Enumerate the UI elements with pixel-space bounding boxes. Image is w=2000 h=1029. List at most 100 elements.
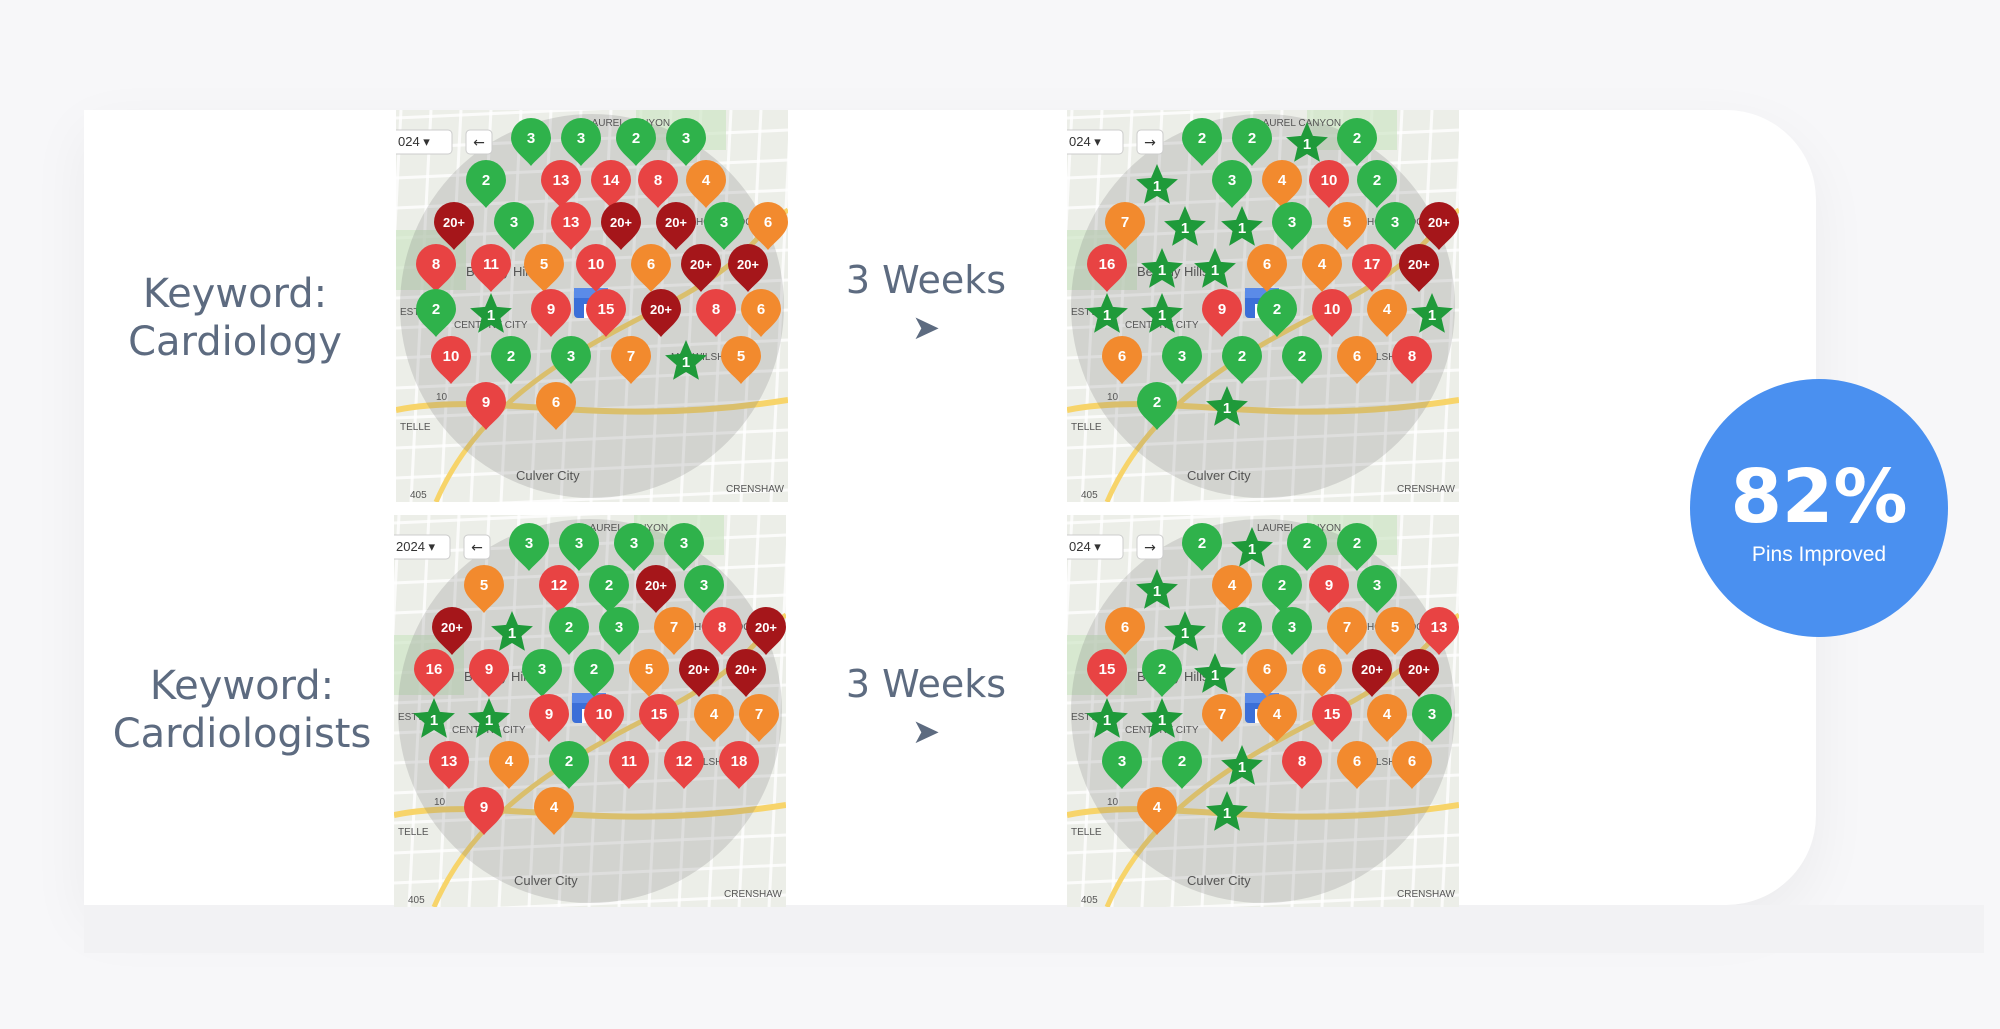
rank-pin[interactable]: 3 xyxy=(522,649,562,697)
rank-pin[interactable]: 9 xyxy=(466,382,506,430)
star-pin[interactable]: 1 xyxy=(1411,293,1453,333)
rank-pin[interactable]: 6 xyxy=(1337,741,1377,789)
star-pin[interactable]: 1 xyxy=(468,698,510,738)
rank-pin[interactable]: 3 xyxy=(559,523,599,571)
rank-pin[interactable]: 9 xyxy=(464,787,504,835)
rank-pin[interactable]: 3 xyxy=(1412,694,1452,742)
star-pin[interactable]: 1 xyxy=(1086,698,1128,738)
date-dropdown[interactable]: 024 ▾ xyxy=(396,129,453,155)
rank-pin[interactable]: 20+ xyxy=(641,289,681,337)
rank-pin[interactable]: 2 xyxy=(589,565,629,613)
rank-pin[interactable]: 6 xyxy=(1247,649,1287,697)
date-dropdown[interactable]: 024 ▾ xyxy=(1067,534,1124,560)
rank-pin[interactable]: 6 xyxy=(536,382,576,430)
star-pin[interactable]: 1 xyxy=(1164,611,1206,651)
rank-pin[interactable]: 20+ xyxy=(1352,649,1392,697)
rank-pin[interactable]: 2 xyxy=(574,649,614,697)
map-before-cardiologists[interactable]: LAUREL CANYONHOLLYWOODBeverly HillsCENTU… xyxy=(394,515,786,907)
rank-pin[interactable]: 7 xyxy=(1202,694,1242,742)
map-before-cardiology[interactable]: LAUREL CANYONHOLLYWOODBeverly HillsCENTU… xyxy=(396,110,788,502)
rank-pin[interactable]: 4 xyxy=(1137,787,1177,835)
rank-pin[interactable]: 9 xyxy=(531,289,571,337)
rank-pin[interactable]: 8 xyxy=(1282,741,1322,789)
rank-pin[interactable]: 9 xyxy=(1202,289,1242,337)
nav-arrow-button[interactable]: → xyxy=(1136,129,1164,155)
rank-pin[interactable]: 7 xyxy=(739,694,779,742)
rank-pin[interactable]: 2 xyxy=(466,160,506,208)
rank-pin[interactable]: 6 xyxy=(1105,607,1145,655)
rank-pin[interactable]: 6 xyxy=(1392,741,1432,789)
rank-pin[interactable]: 3 xyxy=(666,118,706,166)
rank-pin[interactable]: 7 xyxy=(611,336,651,384)
rank-pin[interactable]: 10 xyxy=(1309,160,1349,208)
rank-pin[interactable]: 2 xyxy=(549,607,589,655)
rank-pin[interactable]: 3 xyxy=(561,118,601,166)
rank-pin[interactable]: 20+ xyxy=(636,565,676,613)
rank-pin[interactable]: 3 xyxy=(684,565,724,613)
rank-pin[interactable]: 16 xyxy=(1087,244,1127,292)
rank-pin[interactable]: 7 xyxy=(1327,607,1367,655)
rank-pin[interactable]: 12 xyxy=(664,741,704,789)
rank-pin[interactable]: 2 xyxy=(1287,523,1327,571)
rank-pin[interactable]: 2 xyxy=(1182,118,1222,166)
rank-pin[interactable]: 15 xyxy=(586,289,626,337)
star-pin[interactable]: 1 xyxy=(665,340,707,380)
rank-pin[interactable]: 2 xyxy=(1337,118,1377,166)
rank-pin[interactable]: 17 xyxy=(1352,244,1392,292)
rank-pin[interactable]: 2 xyxy=(1282,336,1322,384)
map-after-cardiology[interactable]: LAUREL CANYONHOLLYWOODBeverly HillsCENTU… xyxy=(1067,110,1459,502)
rank-pin[interactable]: 7 xyxy=(1105,202,1145,250)
rank-pin[interactable]: 2 xyxy=(616,118,656,166)
rank-pin[interactable]: 20+ xyxy=(656,202,696,250)
star-pin[interactable]: 1 xyxy=(1141,293,1183,333)
rank-pin[interactable]: 2 xyxy=(1357,160,1397,208)
star-pin[interactable]: 1 xyxy=(1221,745,1263,785)
rank-pin[interactable]: 3 xyxy=(551,336,591,384)
rank-pin[interactable]: 13 xyxy=(1419,607,1459,655)
rank-pin[interactable]: 8 xyxy=(1392,336,1432,384)
star-pin[interactable]: 1 xyxy=(413,698,455,738)
star-pin[interactable]: 1 xyxy=(1231,527,1273,567)
date-dropdown[interactable]: 2024 ▾ xyxy=(394,534,451,560)
rank-pin[interactable]: 20+ xyxy=(679,649,719,697)
rank-pin[interactable]: 2 xyxy=(1182,523,1222,571)
rank-pin[interactable]: 20+ xyxy=(601,202,641,250)
rank-pin[interactable]: 2 xyxy=(491,336,531,384)
nav-arrow-button[interactable]: ← xyxy=(463,534,491,560)
rank-pin[interactable]: 2 xyxy=(1162,741,1202,789)
rank-pin[interactable]: 3 xyxy=(704,202,744,250)
rank-pin[interactable]: 3 xyxy=(1272,202,1312,250)
rank-pin[interactable]: 10 xyxy=(584,694,624,742)
rank-pin[interactable]: 2 xyxy=(416,289,456,337)
rank-pin[interactable]: 4 xyxy=(694,694,734,742)
rank-pin[interactable]: 11 xyxy=(609,741,649,789)
rank-pin[interactable]: 20+ xyxy=(432,607,472,655)
rank-pin[interactable]: 4 xyxy=(489,741,529,789)
rank-pin[interactable]: 4 xyxy=(534,787,574,835)
rank-pin[interactable]: 4 xyxy=(1212,565,1252,613)
rank-pin[interactable]: 10 xyxy=(1312,289,1352,337)
star-pin[interactable]: 1 xyxy=(1194,248,1236,288)
date-dropdown[interactable]: 024 ▾ xyxy=(1067,129,1124,155)
rank-pin[interactable]: 3 xyxy=(1357,565,1397,613)
star-pin[interactable]: 1 xyxy=(1086,293,1128,333)
rank-pin[interactable]: 3 xyxy=(1162,336,1202,384)
rank-pin[interactable]: 3 xyxy=(664,523,704,571)
star-pin[interactable]: 1 xyxy=(1164,206,1206,246)
nav-arrow-button[interactable]: → xyxy=(1136,534,1164,560)
rank-pin[interactable]: 6 xyxy=(741,289,781,337)
rank-pin[interactable]: 9 xyxy=(469,649,509,697)
rank-pin[interactable]: 20+ xyxy=(728,244,768,292)
star-pin[interactable]: 1 xyxy=(1206,791,1248,831)
rank-pin[interactable]: 8 xyxy=(702,607,742,655)
rank-pin[interactable]: 6 xyxy=(748,202,788,250)
rank-pin[interactable]: 8 xyxy=(416,244,456,292)
rank-pin[interactable]: 2 xyxy=(1222,336,1262,384)
rank-pin[interactable]: 3 xyxy=(511,118,551,166)
rank-pin[interactable]: 2 xyxy=(1142,649,1182,697)
star-pin[interactable]: 1 xyxy=(1194,653,1236,693)
rank-pin[interactable]: 10 xyxy=(431,336,471,384)
rank-pin[interactable]: 20+ xyxy=(1419,202,1459,250)
rank-pin[interactable]: 3 xyxy=(1375,202,1415,250)
star-pin[interactable]: 1 xyxy=(1136,164,1178,204)
